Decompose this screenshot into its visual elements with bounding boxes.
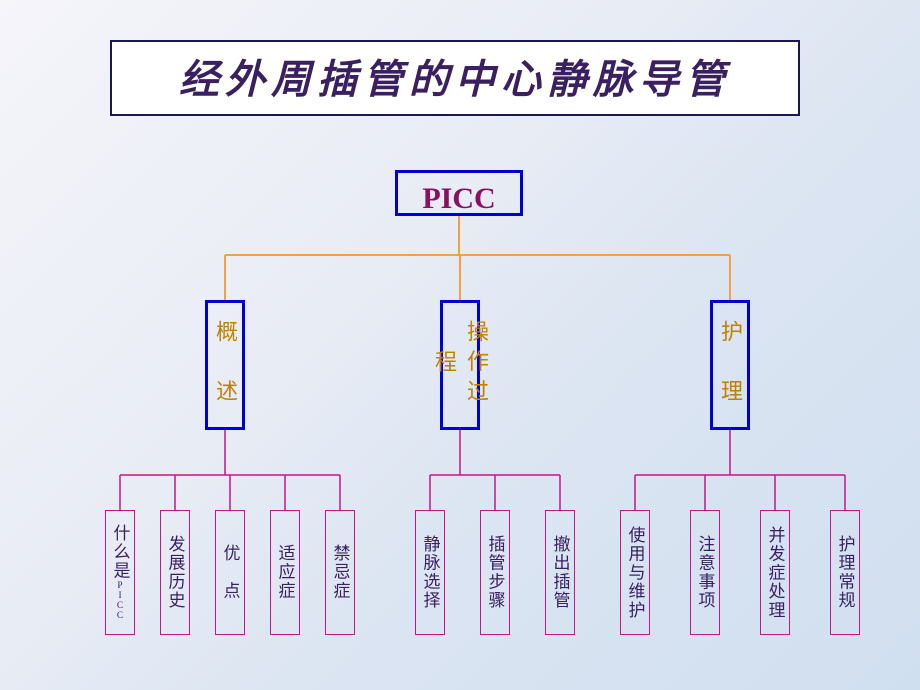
leaf-7: 撤出插管 (545, 510, 575, 635)
branch-b2: 操作过程 (440, 300, 480, 430)
leaf-10: 并发症处理 (760, 510, 790, 635)
leaf-0: 什么是PICC (105, 510, 135, 635)
root-node: PICC (395, 170, 523, 216)
root-text: PICC (422, 182, 495, 215)
title-text: 经外周插管的中心静脉导管 (179, 57, 731, 102)
leaf-2: 优 点 (215, 510, 245, 635)
branch-b3: 护 理 (710, 300, 750, 430)
leaf-3: 适应症 (270, 510, 300, 635)
title-box: 经外周插管的中心静脉导管 (110, 40, 800, 116)
leaf-8: 使用与维护 (620, 510, 650, 635)
leaf-11: 护理常规 (830, 510, 860, 635)
branch-b1: 概 述 (205, 300, 245, 430)
leaf-6: 插管步骤 (480, 510, 510, 635)
leaf-9: 注意事项 (690, 510, 720, 635)
leaf-1: 发展历史 (160, 510, 190, 635)
leaf-5: 静脉选择 (415, 510, 445, 635)
leaf-4: 禁忌症 (325, 510, 355, 635)
